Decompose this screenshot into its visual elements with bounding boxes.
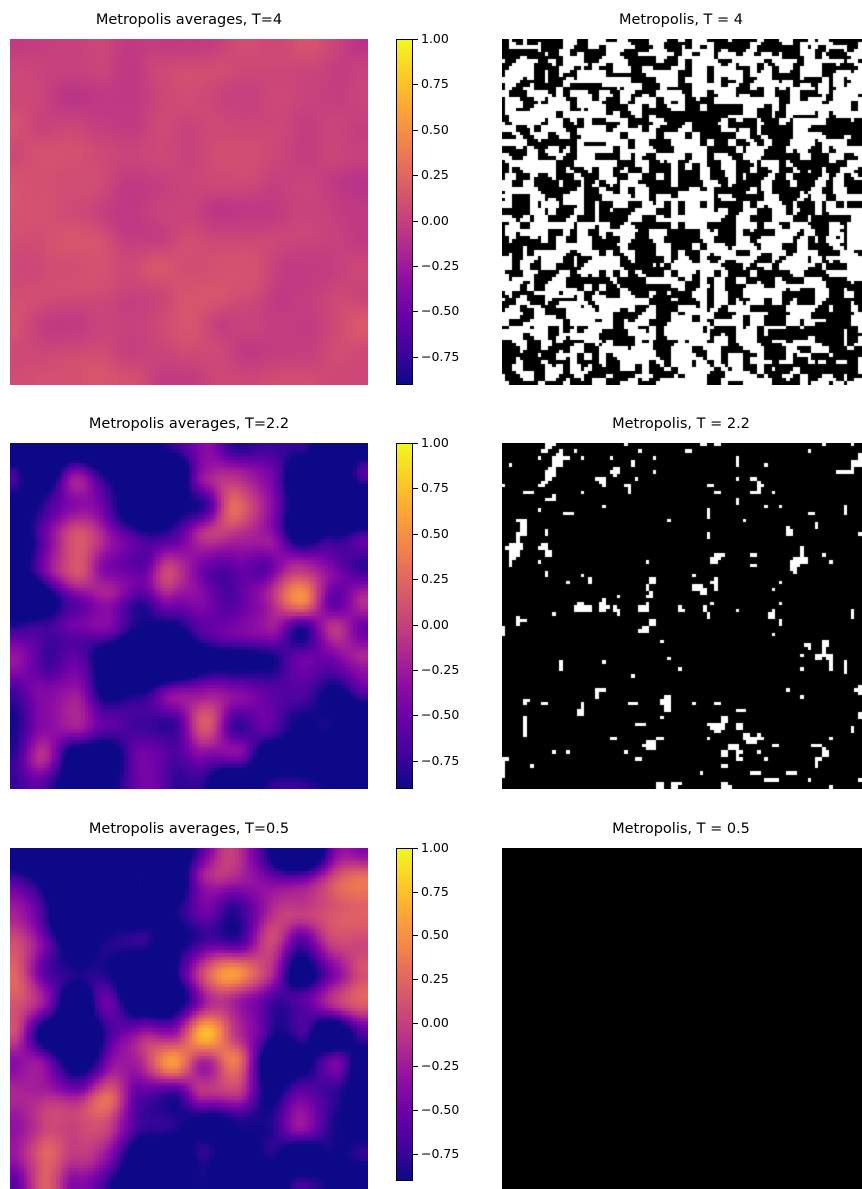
colorbar-tick [413, 935, 418, 936]
colorbar-tick [413, 670, 418, 671]
colorbar-tick-label: 1.00 [421, 435, 449, 450]
colorbar-tick-label: 1.00 [421, 31, 449, 46]
colorbar-tick-label: −0.25 [421, 1058, 460, 1073]
colorbar-tick-label: 0.00 [421, 1015, 449, 1030]
colorbar-tick [413, 534, 418, 535]
colorbar-tick-label: 0.75 [421, 884, 449, 899]
colorbar-tick-label: 0.25 [421, 971, 449, 986]
colorbar-tick-label: 0.25 [421, 167, 449, 182]
colorbar-tick [413, 1066, 418, 1067]
panel-title-spins-t05: Metropolis, T = 0.5 [612, 821, 750, 837]
panel-title-avg-t4: Metropolis averages, T=4 [95, 12, 283, 28]
colorbar-gradient [396, 848, 413, 1181]
panel-title-avg-t22: Metropolis averages, T=2.2 [88, 416, 290, 432]
colorbar-tick-label: 0.00 [421, 617, 449, 632]
heatmap-averages-t4 [10, 39, 368, 385]
heatmap-spins-t22 [502, 443, 862, 789]
colorbar-tick [413, 357, 418, 358]
colorbar-tick-label: −0.50 [421, 303, 460, 318]
colorbar-tick-label: 0.00 [421, 213, 449, 228]
colorbar-tick-label: 0.50 [421, 927, 449, 942]
colorbar-tick-label: 0.25 [421, 571, 449, 586]
colorbar-tick-label: −0.75 [421, 349, 460, 364]
colorbar-tick-label: 0.75 [421, 480, 449, 495]
colorbar-frame [396, 39, 413, 385]
colorbar-tick [413, 488, 418, 489]
colorbar-tick [413, 1023, 418, 1024]
colorbar-tick-label: 0.50 [421, 122, 449, 137]
heatmap-averages-t22 [10, 443, 368, 789]
colorbar-tick [413, 715, 418, 716]
colorbar-tick-label: −0.75 [421, 753, 460, 768]
panel-title-avg-t05: Metropolis averages, T=0.5 [88, 821, 290, 837]
colorbar-tick [413, 848, 418, 849]
colorbar-tick [413, 221, 418, 222]
colorbar-frame [396, 443, 413, 789]
colorbar-tick-label: 1.00 [421, 840, 449, 855]
colorbar-tick [413, 579, 418, 580]
colorbar-tick-label: −0.25 [421, 258, 460, 273]
panel-title-spins-t4: Metropolis, T = 4 [619, 12, 743, 28]
heatmap-spins-t4 [502, 39, 862, 385]
colorbar-tick-label: −0.50 [421, 707, 460, 722]
heatmap-averages-t05 [10, 848, 368, 1189]
colorbar-tick [413, 761, 418, 762]
colorbar-t4: 1.00 0.75 0.50 0.25 0.00 −0.25 −0.50 −0.75 [396, 32, 459, 385]
colorbar-tick-label: −0.50 [421, 1102, 460, 1117]
colorbar-t22: 1.00 0.75 0.50 0.25 0.00 −0.25 −0.50 −0.75 [396, 436, 459, 789]
colorbar-tick [413, 311, 418, 312]
colorbar-gradient [396, 443, 413, 789]
colorbar-tick [413, 1110, 418, 1111]
heatmap-spins-t05 [502, 848, 862, 1189]
colorbar-tick [413, 892, 418, 893]
colorbar-tick [413, 84, 418, 85]
panel-title-spins-t22: Metropolis, T = 2.2 [612, 416, 750, 432]
colorbar-tick [413, 979, 418, 980]
colorbar-tick-label: −0.75 [421, 1146, 460, 1161]
colorbar-tick [413, 130, 418, 131]
colorbar-gradient [396, 39, 413, 385]
colorbar-tick [413, 39, 418, 40]
colorbar-frame [396, 848, 413, 1181]
colorbar-tick-label: −0.25 [421, 662, 460, 677]
colorbar-tick-label: 0.50 [421, 526, 449, 541]
colorbar-tick [413, 625, 418, 626]
colorbar-tick-label: 0.75 [421, 76, 449, 91]
colorbar-tick [413, 1154, 418, 1155]
colorbar-t05: 1.00 0.75 0.50 0.25 0.00 −0.25 −0.50 −0.75 [396, 841, 459, 1181]
colorbar-tick [413, 443, 418, 444]
colorbar-tick [413, 266, 418, 267]
colorbar-tick [413, 175, 418, 176]
